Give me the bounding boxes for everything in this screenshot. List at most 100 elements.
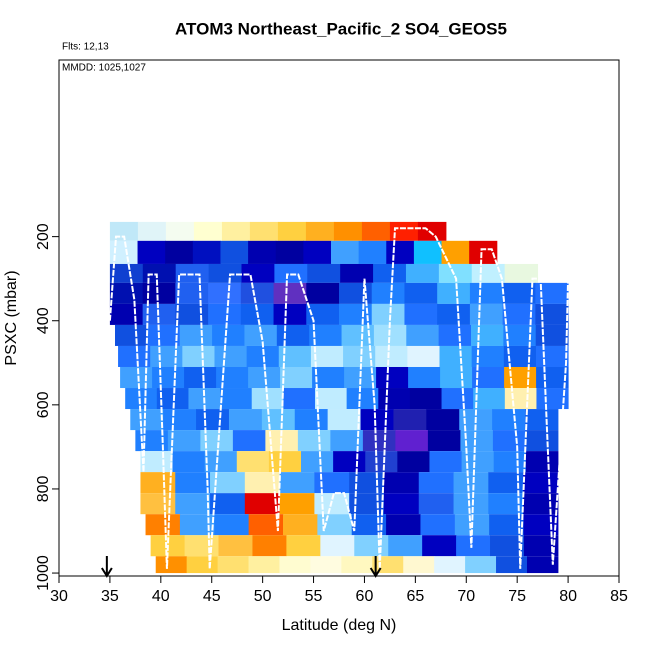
- curtain-cell: [286, 535, 321, 557]
- curtain-cell: [312, 366, 345, 389]
- curtain-cell: [165, 240, 194, 264]
- curtain-cell: [109, 303, 144, 325]
- curtain-cell: [361, 221, 391, 241]
- x-tick-label: 35: [101, 588, 119, 605]
- curtain-cell: [184, 535, 220, 557]
- curtain-cell: [393, 409, 427, 431]
- curtain-cell: [301, 451, 334, 473]
- curtain-cell: [208, 303, 242, 325]
- curtain-cell: [453, 493, 489, 515]
- curtain-cell: [109, 282, 144, 304]
- curtain-cell: [182, 345, 215, 367]
- curtain-cell: [397, 451, 430, 473]
- curtain-cell: [523, 493, 559, 515]
- curtain-cell: [120, 366, 153, 389]
- curtain-cell: [360, 409, 394, 431]
- curtain-cell: [283, 514, 318, 536]
- curtain-cell: [118, 345, 151, 367]
- curtain-cell: [248, 514, 284, 536]
- curtain-cell: [406, 324, 440, 346]
- curtain-cell: [214, 514, 250, 536]
- curtain-cell: [388, 535, 423, 557]
- curtain-cell: [434, 556, 466, 574]
- curtain-cell: [438, 324, 472, 346]
- curtain-cell: [404, 303, 438, 325]
- curtain-cell: [504, 388, 537, 410]
- curtain-cell: [137, 221, 167, 241]
- curtain-cell: [469, 240, 498, 264]
- curtain-cell: [417, 221, 447, 241]
- curtain-cell: [375, 345, 408, 367]
- marker-arrow: [101, 556, 113, 578]
- curtain-cell: [386, 514, 421, 536]
- curtain-cell: [208, 282, 242, 304]
- curtain-cell: [418, 472, 455, 494]
- curtain-cell: [354, 535, 389, 557]
- x-tick-label: 65: [406, 588, 424, 605]
- y-tick-label: 1000: [35, 555, 52, 591]
- curtain-cell: [249, 221, 279, 241]
- curtain-cell: [473, 388, 506, 410]
- x-tick-label: 55: [305, 588, 323, 605]
- curtain-cell: [184, 366, 217, 389]
- plot-frame: [58, 59, 620, 577]
- curtain-cell: [456, 535, 491, 557]
- curtain-cell: [109, 240, 139, 264]
- flight-track: [108, 227, 570, 569]
- curtain-cell: [214, 345, 248, 367]
- y-axis-label: PSXC (mbar): [3, 270, 20, 365]
- curtain-cell: [210, 472, 246, 494]
- curtain-cell: [341, 556, 373, 574]
- curtain-cell: [471, 345, 505, 367]
- curtain-cell: [268, 451, 302, 473]
- curtain-cell: [145, 514, 181, 536]
- curtain-cell: [492, 430, 526, 452]
- curtain-cell: [150, 345, 183, 367]
- curtain-cell: [155, 556, 188, 574]
- curtain-cell: [383, 493, 420, 515]
- curtain-cell: [426, 409, 460, 431]
- curtain-cell: [333, 221, 363, 241]
- curtain-cell: [279, 472, 315, 494]
- curtain-cell: [216, 366, 249, 389]
- curtain-cell: [125, 388, 158, 410]
- curtain-cell: [261, 409, 296, 431]
- curtain-cell: [331, 240, 360, 264]
- curtain-cell: [535, 303, 569, 325]
- curtain-cell: [420, 514, 456, 536]
- curtain-cell: [273, 303, 307, 325]
- curtain-cell: [244, 472, 281, 494]
- curtain-cell: [343, 345, 376, 367]
- x-tick-label: 80: [559, 588, 577, 605]
- curtain-cell: [137, 240, 166, 264]
- curtain-cell: [349, 472, 385, 494]
- curtain-cell: [535, 345, 569, 367]
- curtain-cell: [248, 366, 281, 389]
- curtain-cell: [504, 366, 537, 389]
- curtain-cell: [493, 451, 527, 473]
- curtain-cell: [438, 263, 473, 283]
- curtain-cell: [130, 409, 164, 431]
- curtain-cell: [210, 493, 246, 515]
- chart-title: ATOM3 Northeast_Pacific_2 SO4_GEOS5: [175, 19, 507, 38]
- curtain-cell: [403, 556, 435, 574]
- curtain-cell: [283, 388, 316, 410]
- curtain-cell: [362, 430, 396, 452]
- curtain-cell: [142, 263, 177, 283]
- curtain-cell: [204, 451, 238, 473]
- curtain-cell: [248, 556, 280, 574]
- curtain-cell: [371, 303, 405, 325]
- curtain-cell: [525, 451, 559, 473]
- x-tick-label: 85: [610, 588, 628, 605]
- curtain-cell: [279, 556, 311, 574]
- curtain-cell: [179, 514, 215, 536]
- curtain-cell: [306, 282, 340, 304]
- curtain-cell: [413, 240, 443, 264]
- curtain-cell: [489, 514, 525, 536]
- curtain-cell: [372, 556, 404, 574]
- curtain-cell: [471, 324, 504, 346]
- curtain-cell: [109, 263, 144, 283]
- curtain-cell: [503, 324, 537, 346]
- curtain-cell: [525, 409, 559, 431]
- curtain-cell: [460, 430, 494, 452]
